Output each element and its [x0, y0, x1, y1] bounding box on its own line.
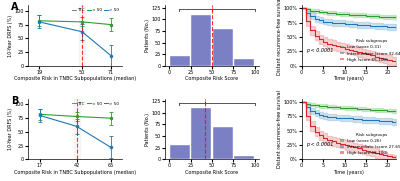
- Y-axis label: Distant recurrence-free survival: Distant recurrence-free survival: [277, 90, 282, 168]
- Bar: [79, 5, 85, 66]
- Bar: [170, 56, 190, 66]
- Text: A: A: [11, 2, 18, 12]
- Bar: [234, 59, 254, 66]
- Bar: [170, 145, 190, 159]
- X-axis label: Time (years): Time (years): [333, 76, 364, 81]
- Y-axis label: 10-Year DRFS (%): 10-Year DRFS (%): [8, 14, 13, 57]
- Y-axis label: Distant recurrence-free survival: Distant recurrence-free survival: [277, 0, 282, 75]
- X-axis label: Composite Risk Score: Composite Risk Score: [186, 170, 238, 175]
- Bar: [234, 155, 254, 159]
- Bar: [74, 99, 80, 159]
- Text: p < 0.0001: p < 0.0001: [306, 49, 334, 54]
- Text: p < 0.0001: p < 0.0001: [306, 142, 334, 147]
- X-axis label: Composite Risk in TNBC Subpopulations (median): Composite Risk in TNBC Subpopulations (m…: [14, 170, 136, 175]
- X-axis label: Composite Risk in TNBC Subpopulations (median): Composite Risk in TNBC Subpopulations (m…: [14, 76, 136, 81]
- Legend: Low (score 0-31), Intermediate (score 32-64), High (score 65-100): Low (score 0-31), Intermediate (score 32…: [340, 39, 400, 62]
- Y-axis label: Patients (No.): Patients (No.): [145, 113, 150, 146]
- Bar: [213, 127, 232, 159]
- Bar: [192, 15, 211, 66]
- Bar: [213, 29, 232, 66]
- Y-axis label: 10-Year DRFS (%): 10-Year DRFS (%): [8, 108, 13, 150]
- X-axis label: Time (years): Time (years): [333, 170, 364, 175]
- Bar: [192, 108, 211, 159]
- Legend: TTC, < 50, > 50: TTC, < 50, > 50: [71, 8, 120, 13]
- Text: B: B: [11, 96, 18, 106]
- Legend: Low (score 0-26), Intermediate (score 27-65), High (score 66-100): Low (score 0-26), Intermediate (score 27…: [340, 132, 400, 156]
- Legend: TTC, < 50, > 50: TTC, < 50, > 50: [71, 101, 120, 107]
- X-axis label: Composite Risk Score: Composite Risk Score: [186, 76, 238, 81]
- Y-axis label: Patients (No.): Patients (No.): [145, 19, 150, 52]
